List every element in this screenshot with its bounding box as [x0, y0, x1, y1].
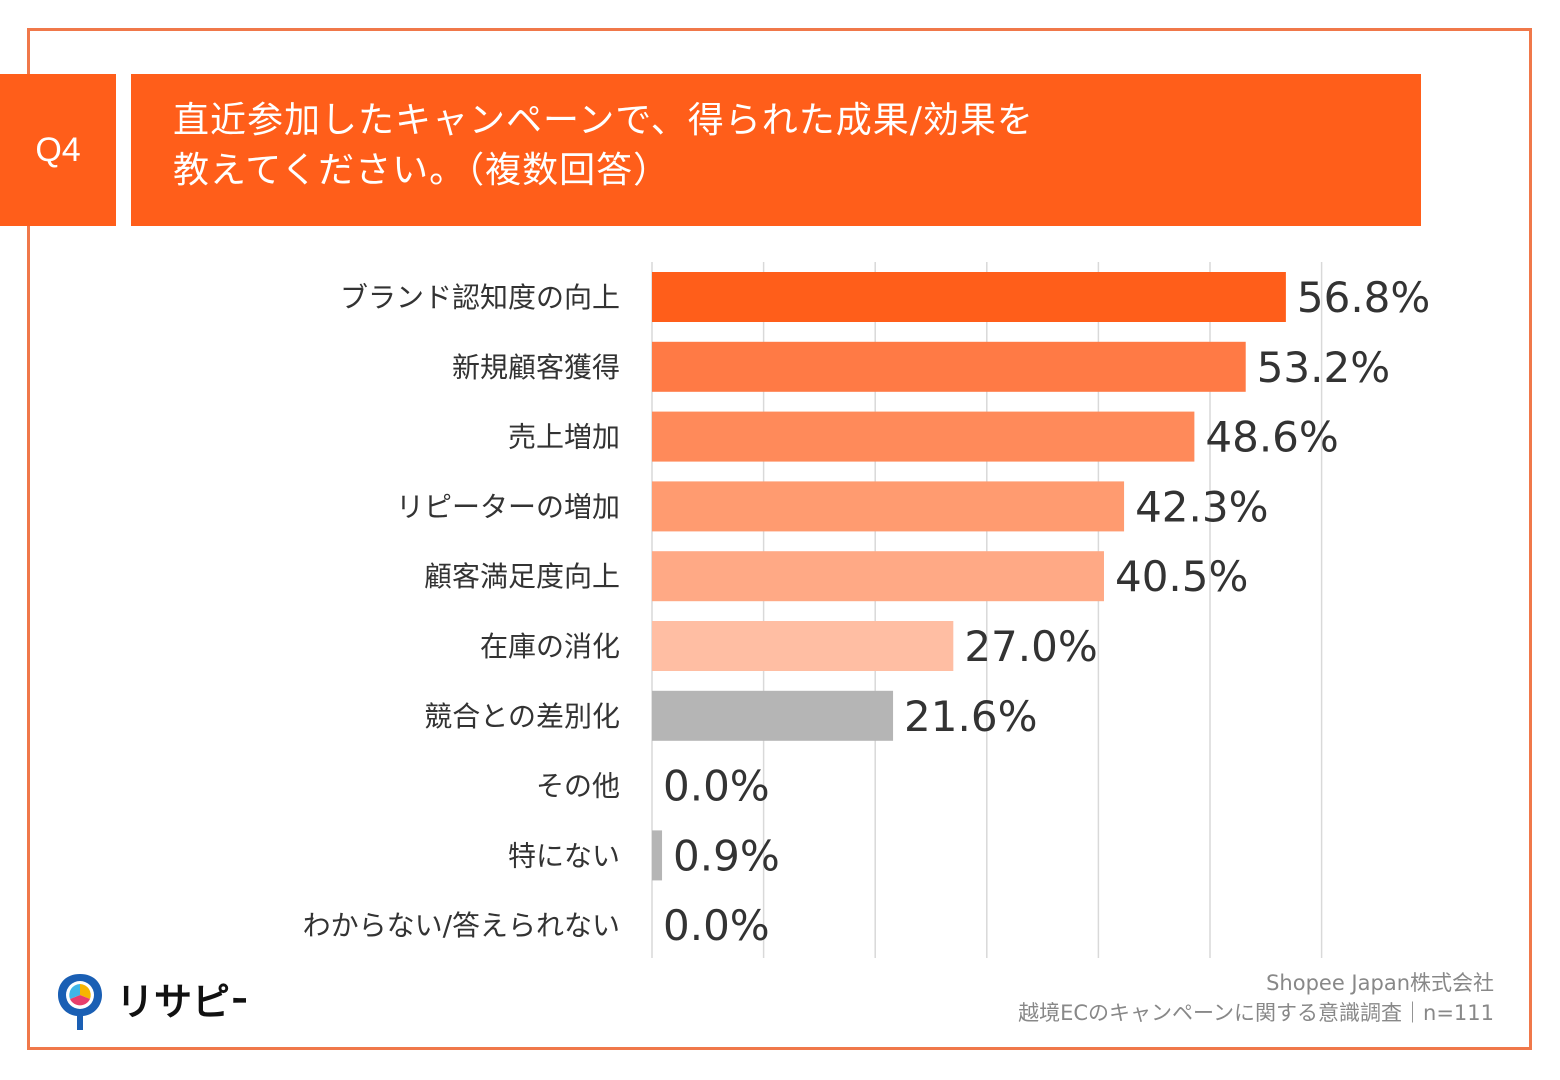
category-label: 顧客満足度向上 [424, 560, 620, 593]
value-label: 0.0% [663, 762, 770, 811]
question-title: 直近参加したキャンペーンで、得られた成果/効果を 教えてください。（複数回答） [131, 74, 1421, 226]
question-number-badge: Q4 [0, 74, 116, 226]
bar [652, 272, 1286, 322]
value-label: 27.0% [964, 622, 1097, 671]
bar [652, 621, 954, 671]
value-label: 0.0% [663, 901, 770, 950]
category-label: ブランド認知度の向上 [340, 281, 620, 314]
value-label: 42.3% [1135, 482, 1268, 531]
chart-frame [27, 28, 1532, 1050]
category-label: わからない/答えられない [303, 909, 620, 942]
bar [652, 690, 894, 741]
value-label: 40.5% [1115, 552, 1248, 601]
category-label: 競合との差別化 [424, 700, 620, 733]
value-label: 48.6% [1205, 413, 1338, 462]
risapy-logo: リサピー [58, 974, 246, 1030]
logo-pin-icon [58, 974, 102, 1030]
question-title-line-1: 直近参加したキャンペーンで、得られた成果/効果を [173, 100, 1034, 141]
bar [652, 411, 1195, 462]
category-label: 新規顧客獲得 [452, 351, 620, 384]
logo-text: リサピー [116, 980, 246, 1024]
category-label: 売上増加 [508, 421, 620, 454]
category-label: その他 [536, 770, 620, 803]
bar [652, 551, 1104, 602]
value-label: 21.6% [904, 692, 1037, 741]
bar [652, 830, 663, 881]
category-label: 特にない [508, 839, 620, 872]
value-label: 0.9% [673, 831, 780, 880]
source-company: Shopee Japan株式会社 [1266, 971, 1494, 995]
source-survey: 越境ECのキャンペーンに関する意識調査｜n=111 [1018, 1001, 1494, 1025]
value-label: 56.8% [1297, 273, 1430, 322]
category-label: リピーターの増加 [396, 490, 620, 523]
category-label: 在庫の消化 [480, 630, 620, 663]
value-label: 53.2% [1257, 343, 1390, 392]
bar [652, 341, 1246, 392]
bar [652, 481, 1125, 532]
source-note: Shopee Japan株式会社 越境ECのキャンペーンに関する意識調査｜n=1… [1018, 968, 1494, 1028]
question-title-line-2: 教えてください。（複数回答） [173, 150, 671, 191]
